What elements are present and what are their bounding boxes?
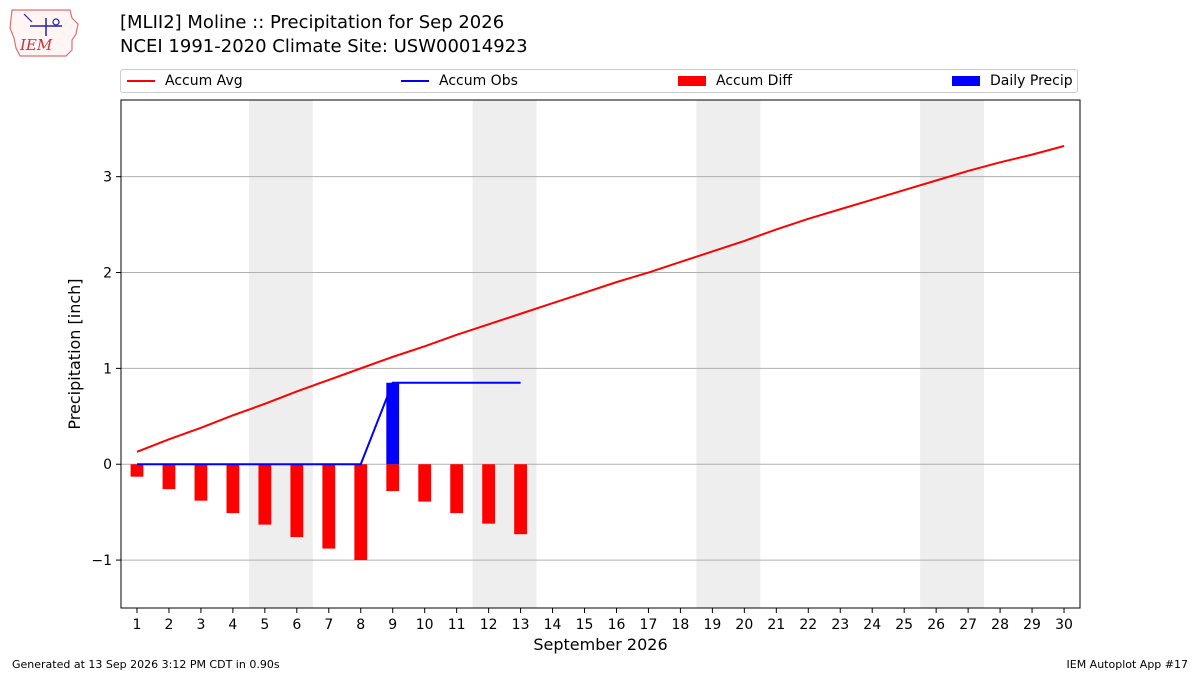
legend-swatch-accum-diff: [678, 76, 706, 86]
legend-item-accum-avg: Accum Avg: [127, 73, 243, 89]
accum-avg-line: [136, 145, 1065, 453]
accum-diff-bar-9: [386, 464, 400, 492]
x-tick-label: 22: [799, 617, 817, 633]
x-axis-label: September 2026: [533, 635, 667, 654]
x-tick-label: 16: [608, 617, 626, 633]
accum-diff-bar-7: [322, 464, 336, 549]
y-tick-label: −1: [91, 553, 112, 569]
x-tick-label: 27: [959, 617, 977, 633]
legend-swatch-daily-precip: [952, 76, 980, 86]
x-tick-label: 8: [356, 617, 365, 633]
legend-label-accum-obs: Accum Obs: [439, 73, 518, 89]
accum-diff-bar-2: [162, 464, 176, 490]
x-tick-label: 20: [735, 617, 753, 633]
weekend-shade-4: [920, 100, 985, 608]
x-tick-label: 29: [1023, 617, 1041, 633]
x-tick-label: 30: [1055, 617, 1073, 633]
accum-diff-bar-11: [450, 464, 464, 514]
accum-diff-bar-12: [482, 464, 496, 524]
accum-diff-bar-1: [130, 464, 144, 477]
chart-subtitle: NCEI 1991-2020 Climate Site: USW00014923: [120, 36, 528, 57]
accum-diff-bar-3: [194, 464, 208, 501]
x-tick-label: 28: [991, 617, 1009, 633]
y-tick-label: 2: [103, 266, 112, 282]
accum-diff-bar-5: [258, 464, 272, 525]
x-tick-label: 14: [544, 617, 562, 633]
x-tick-label: 15: [576, 617, 594, 633]
x-tick-label: 17: [640, 617, 658, 633]
weekend-shade-3: [696, 100, 761, 608]
legend-label-accum-diff: Accum Diff: [716, 73, 793, 89]
legend-item-daily-precip: Daily Precip: [952, 73, 1073, 89]
x-tick-label: 3: [196, 617, 205, 633]
chart-legend: Accum Avg Accum Obs Accum Diff Daily Pre…: [120, 69, 1078, 93]
y-tick-label: 0: [103, 457, 112, 473]
legend-item-accum-diff: Accum Diff: [678, 73, 792, 89]
x-tick-label: 11: [448, 617, 466, 633]
accum-diff-bar-4: [226, 464, 240, 514]
legend-item-accum-obs: Accum Obs: [401, 73, 518, 89]
x-tick-label: 21: [767, 617, 785, 633]
x-tick-label: 4: [228, 617, 237, 633]
x-tick-label: 23: [831, 617, 849, 633]
x-tick-label: 5: [260, 617, 269, 633]
legend-label-accum-avg: Accum Avg: [165, 73, 243, 89]
footer-generated: Generated at 13 Sep 2026 3:12 PM CDT in …: [12, 658, 280, 671]
plot-frame: [120, 99, 1081, 609]
accum-diff-bar-8: [354, 464, 368, 561]
accum-diff-bar-10: [418, 464, 432, 502]
logo-text: IEM: [19, 36, 53, 54]
iem-logo: IEM: [9, 9, 79, 57]
x-tick-label: 13: [512, 617, 530, 633]
x-tick-label: 26: [927, 617, 945, 633]
accum-diff-bar-6: [290, 464, 304, 538]
x-tick-label: 25: [895, 617, 913, 633]
x-tick-label: 10: [416, 617, 434, 633]
accum-diff-bar-13: [514, 464, 527, 535]
x-tick-label: 9: [388, 617, 397, 633]
legend-label-daily-precip: Daily Precip: [990, 73, 1073, 89]
chart-title: [MLII2] Moline :: Precipitation for Sep …: [120, 12, 505, 33]
y-tick-label: 3: [103, 170, 112, 186]
daily-precip-bar-9: [386, 382, 400, 465]
x-tick-label: 1: [133, 617, 142, 633]
x-tick-label: 18: [672, 617, 690, 633]
accum-obs-line: [136, 381, 521, 466]
legend-swatch-accum-avg: [127, 80, 155, 82]
y-axis-label: Precipitation [inch]: [65, 278, 84, 429]
footer-app-id: IEM Autoplot App #17: [1066, 658, 1189, 671]
x-tick-label: 12: [480, 617, 498, 633]
x-tick-label: 7: [324, 617, 333, 633]
x-tick-label: 24: [863, 617, 881, 633]
y-tick-label: 1: [103, 361, 112, 377]
x-tick-label: 19: [703, 617, 721, 633]
legend-swatch-accum-obs: [401, 80, 429, 82]
x-tick-label: 2: [164, 617, 173, 633]
x-tick-label: 6: [292, 617, 301, 633]
